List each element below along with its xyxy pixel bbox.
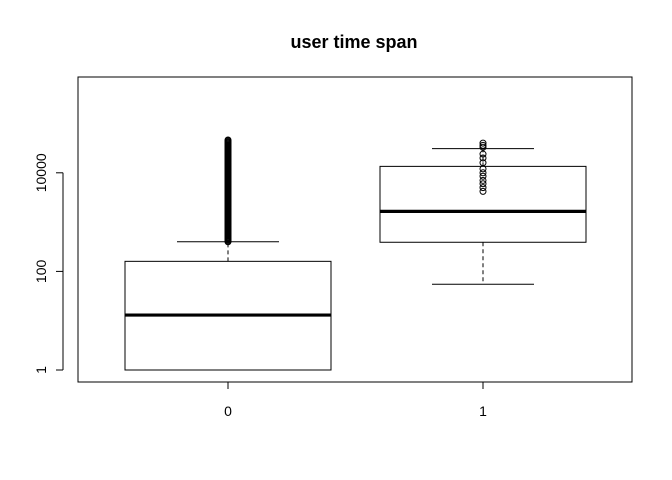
outlier-point <box>479 180 487 188</box>
outlier-point <box>479 139 487 147</box>
x-tick-label: 1 <box>479 403 487 419</box>
x-tick-label: 0 <box>224 403 232 419</box>
outlier-point <box>479 169 487 177</box>
outlier-point <box>479 187 487 195</box>
outlier-point <box>479 150 487 158</box>
boxes-layer <box>124 136 587 371</box>
y-tick-label: 1 <box>33 366 49 374</box>
box-group-1 <box>379 139 587 285</box>
outlier-point <box>224 136 232 144</box>
outlier-point <box>479 165 487 173</box>
outlier-point <box>479 154 487 162</box>
box-group-0 <box>124 136 332 371</box>
outlier-point <box>479 143 487 151</box>
outlier-point <box>479 172 487 180</box>
outlier-point <box>479 176 487 184</box>
outlier-point <box>479 141 487 149</box>
outlier-point <box>479 184 487 192</box>
chart-title: user time span <box>290 32 417 52</box>
axes-layer: 1 100 10000 0 1 <box>33 153 487 419</box>
y-tick-label: 100 <box>33 260 49 284</box>
y-tick-label: 10000 <box>33 153 49 192</box>
